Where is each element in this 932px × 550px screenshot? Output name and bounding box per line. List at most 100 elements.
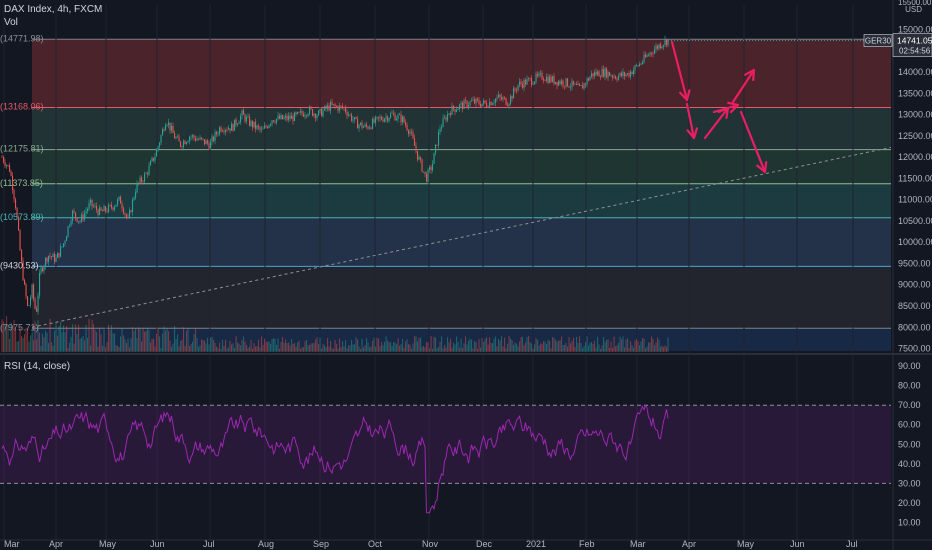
volume-bar (18, 341, 20, 352)
volume-bar (108, 324, 110, 352)
fib-level-labels: (14771.98) (13168.06) (12175.81) (11373.85)… (0, 33, 44, 332)
candle-body (405, 122, 407, 126)
candle-body (205, 140, 207, 145)
candle-body (381, 117, 383, 120)
candle-body (76, 217, 78, 222)
volume-bar (658, 339, 660, 352)
candle-body (547, 76, 549, 83)
candle-body (33, 284, 35, 299)
candle-body (141, 177, 143, 182)
chart-title[interactable]: DAX Index, 4h, FXCM (4, 4, 103, 15)
candle-body (240, 115, 242, 123)
fib-band (32, 183, 891, 218)
volume-bar (450, 338, 452, 352)
volume-bar (181, 339, 183, 352)
volume-bar (289, 345, 291, 352)
candle-body (138, 182, 140, 184)
volume-bar (655, 342, 657, 352)
volume-bar (663, 347, 665, 352)
volume-bar (594, 340, 596, 352)
volume-bar (600, 348, 602, 352)
time-tick-label: Apr (49, 539, 63, 549)
candle-body (543, 79, 545, 81)
candle-body (378, 116, 380, 119)
candle-body (264, 125, 266, 129)
volume-bar (484, 338, 486, 352)
volume-bar (645, 348, 647, 352)
volume-bar (109, 330, 111, 352)
candle-body (354, 117, 356, 120)
candle-body (342, 105, 344, 108)
volume-bar (73, 343, 75, 352)
candle-body (226, 129, 228, 131)
volume-bar (145, 330, 147, 352)
volume-bar (609, 347, 611, 352)
volume-bar (487, 344, 489, 352)
candle-body (526, 79, 528, 85)
volume-bar (273, 338, 275, 352)
time-tick-label: 2021 (526, 539, 546, 549)
volume-bar (448, 342, 450, 352)
volume-bar (445, 347, 447, 352)
volume-bar (393, 342, 395, 352)
candle-body (13, 190, 15, 199)
candle-body (414, 138, 416, 146)
volume-bar (333, 348, 335, 352)
volume-bar (403, 347, 405, 352)
volume-bar (54, 330, 56, 352)
candle-body (360, 122, 362, 125)
volume-bar (195, 328, 197, 352)
volume-legend[interactable]: Vol (4, 17, 18, 28)
volume-bar (357, 339, 359, 352)
candle-body (528, 78, 530, 80)
candle-body (300, 111, 302, 113)
candle-body (132, 199, 134, 213)
volume-bar (391, 345, 393, 352)
candle-body (453, 105, 455, 110)
candle-body (223, 131, 225, 133)
candle-body (322, 110, 324, 117)
volume-bar (75, 324, 77, 352)
candle-body (610, 75, 612, 77)
volume-bar (565, 342, 567, 352)
candle-body (502, 97, 504, 100)
candle-body (297, 112, 299, 115)
candle-body (451, 105, 453, 115)
candle-body (664, 39, 666, 45)
volume-bar (630, 341, 632, 352)
volume-bar (615, 346, 617, 352)
candle-body (130, 210, 132, 213)
rsi-legend[interactable]: RSI (14, close) (4, 361, 71, 372)
volume-bar (472, 348, 474, 352)
candle-body (103, 206, 105, 212)
volume-bar (172, 343, 174, 352)
candle-body (520, 81, 522, 84)
volume-bar (1, 319, 3, 352)
candle-body (211, 136, 213, 142)
volume-bar (646, 346, 648, 352)
volume-bar (220, 348, 222, 352)
symbol-badge (863, 34, 893, 47)
volume-bar (562, 344, 564, 352)
candle-body (442, 118, 444, 128)
candle-body (429, 167, 431, 170)
volume-bar (315, 339, 317, 352)
volume-bar (523, 345, 525, 352)
bar-countdown: 02:54:56 (899, 47, 931, 56)
volume-bar (325, 346, 327, 352)
volume-bar (354, 344, 356, 352)
volume-bar (399, 345, 401, 352)
candle-body (582, 85, 584, 89)
volume-bar (120, 336, 122, 352)
volume-bar (60, 321, 62, 352)
volume-bar (270, 343, 272, 352)
candle-body (571, 80, 573, 87)
candle-body (109, 205, 111, 206)
candle-body (111, 205, 113, 208)
candle-body (277, 115, 279, 119)
fib-label: (13168.06) (0, 101, 44, 111)
volume-bar (532, 348, 534, 352)
candle-body (396, 118, 398, 121)
candle-body (21, 250, 23, 261)
